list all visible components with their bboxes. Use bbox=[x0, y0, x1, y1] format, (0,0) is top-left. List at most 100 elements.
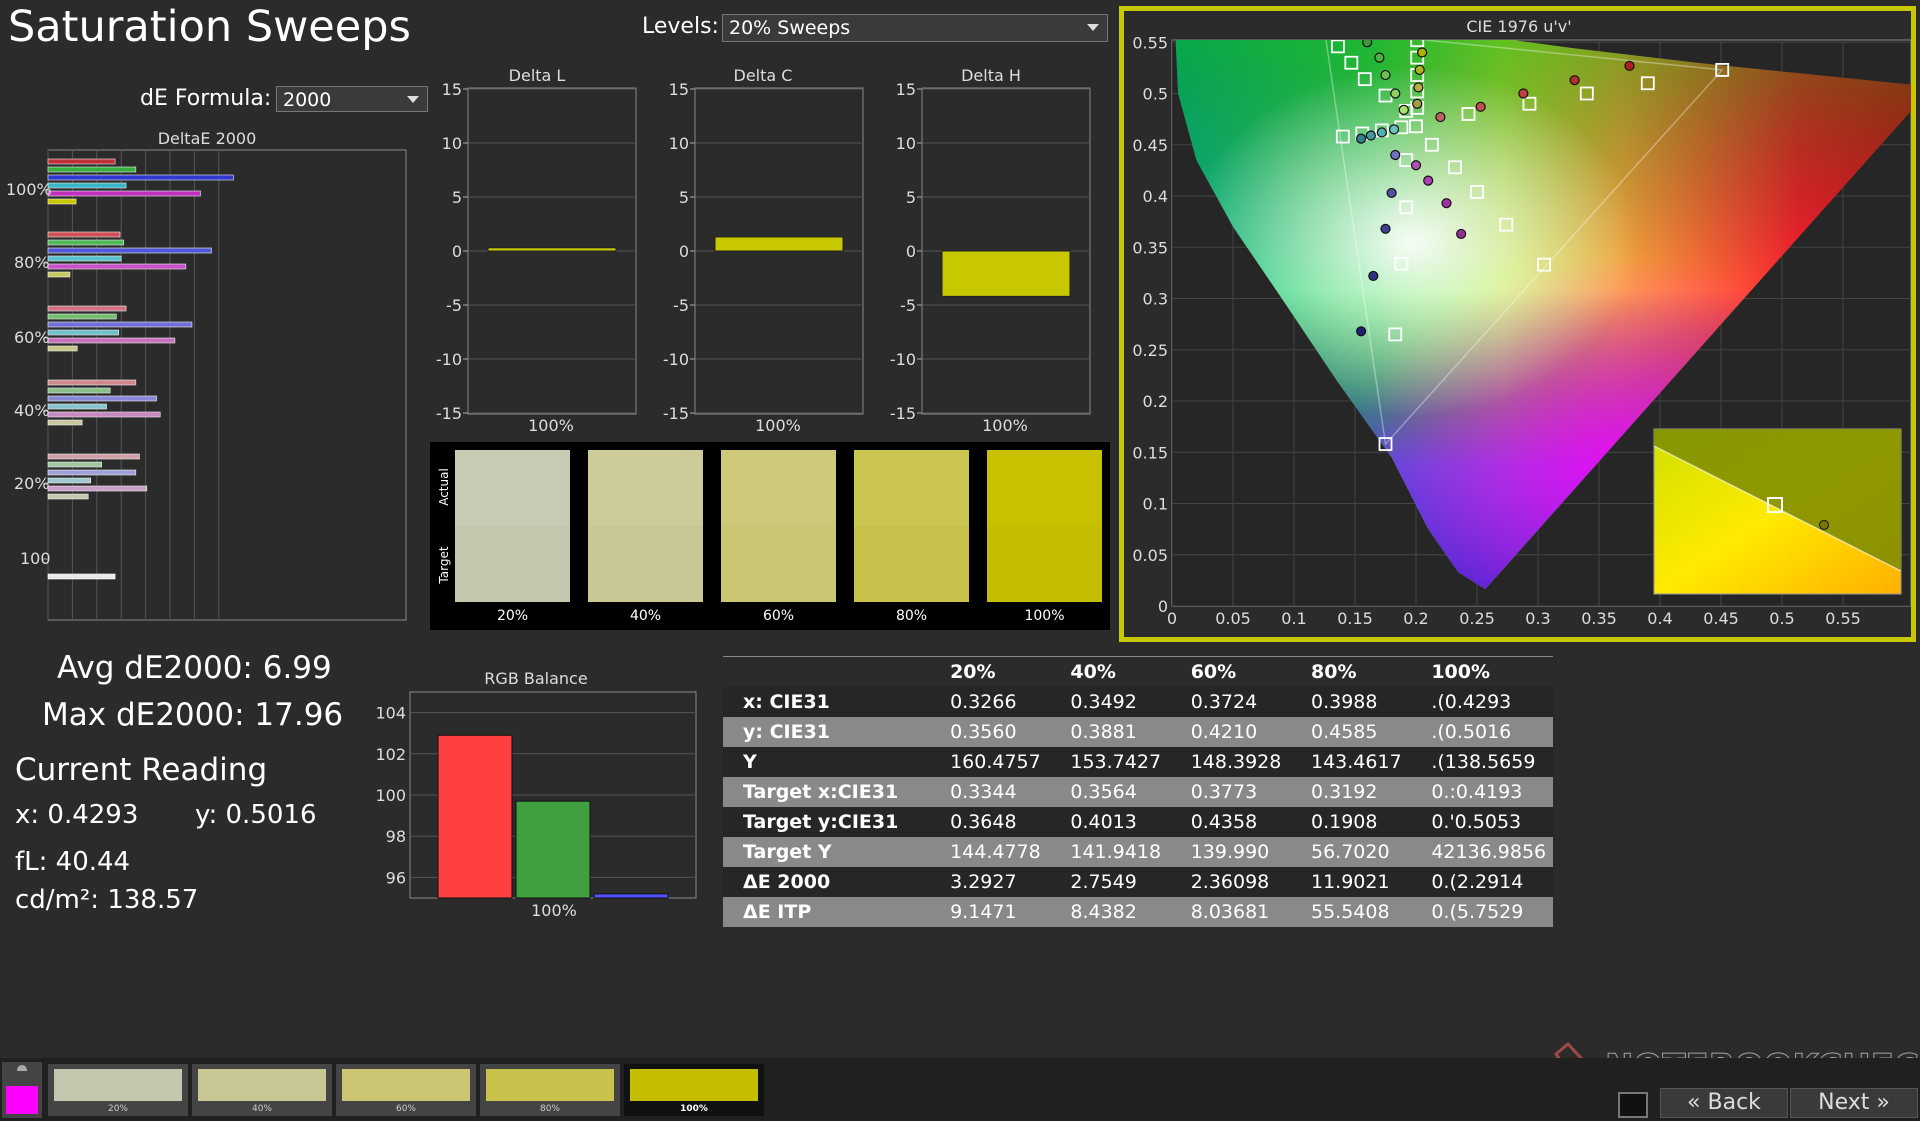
inset-target-marker bbox=[1767, 497, 1783, 513]
table-cell: 55.5408 bbox=[1311, 901, 1390, 923]
target-marker bbox=[1424, 137, 1439, 152]
rgb-bar-g bbox=[515, 800, 591, 899]
current-color-tile[interactable] bbox=[2, 1062, 42, 1118]
table-cell: 0.'0.5053 bbox=[1431, 811, 1522, 833]
target-label: Target bbox=[437, 546, 451, 584]
sweep-thumbnail-100pct[interactable]: 100% bbox=[624, 1064, 764, 1116]
table-cell: 141.9418 bbox=[1070, 841, 1162, 863]
de-formula-label: dE Formula: bbox=[140, 86, 272, 111]
back-button[interactable]: « Back bbox=[1660, 1088, 1788, 1118]
swatch-40pct[interactable]: 40% bbox=[588, 450, 703, 624]
next-button[interactable]: Next » bbox=[1790, 1088, 1918, 1118]
readings-table: 20% 40% 60% 80% 100% x: CIE31 0.3266 0.349… bbox=[723, 656, 1553, 927]
table-row: Target Y 144.4778 141.9418 139.990 56.7020 42… bbox=[723, 837, 1553, 867]
target-marker bbox=[1537, 257, 1552, 272]
table-cell: 8.4382 bbox=[1070, 901, 1137, 923]
chevron-down-icon bbox=[1087, 24, 1099, 31]
measured-marker bbox=[1356, 133, 1367, 144]
row-label-100: 100% bbox=[6, 180, 52, 199]
delta-h-xlabel: 100% bbox=[982, 416, 1028, 435]
table-cell: 0.4013 bbox=[1070, 811, 1137, 833]
chevron-down-icon bbox=[407, 96, 419, 103]
measured-marker bbox=[1413, 82, 1424, 93]
stop-icon[interactable] bbox=[1618, 1092, 1648, 1118]
target-marker bbox=[1409, 119, 1423, 134]
swatch-20pct[interactable]: 20% bbox=[455, 450, 570, 624]
table-cell: 0.3492 bbox=[1070, 691, 1137, 713]
table-row: ΔE 2000 3.2927 2.7549 2.36098 11.9021 0.(2.29… bbox=[723, 867, 1553, 897]
measured-marker bbox=[1368, 270, 1379, 282]
rgb-y-tick-label: 98 bbox=[386, 827, 406, 846]
col-100: 100% bbox=[1431, 661, 1491, 683]
delta-h-chart: Delta H 100% 15 10 5 0 -5 -10 -15 bbox=[890, 66, 1091, 435]
row-label-white: 100 bbox=[20, 549, 51, 568]
delta-e-bar bbox=[47, 239, 124, 246]
table-row: Target y:CIE31 0.3648 0.4013 0.4358 0.1908 0.… bbox=[723, 807, 1553, 837]
y-tick-label: -10 bbox=[890, 350, 916, 369]
y-tick-label: 10 bbox=[896, 134, 916, 153]
table-cell: 0.3266 bbox=[950, 691, 1017, 713]
thumbnail-swatch bbox=[198, 1069, 326, 1101]
delta-e-bar bbox=[47, 461, 102, 468]
row-label: ΔE ITP bbox=[743, 901, 812, 923]
delta-l-xlabel: 100% bbox=[528, 416, 574, 435]
y-tick-label: 5 bbox=[679, 188, 689, 207]
delta-e-bar bbox=[47, 271, 71, 278]
target-marker bbox=[1331, 40, 1345, 54]
cie-measured-markers bbox=[1356, 40, 1635, 337]
sweep-thumbnail-40pct[interactable]: 40% bbox=[192, 1064, 332, 1116]
y-tick-label: 0 bbox=[906, 242, 916, 261]
sweep-thumbnail-80pct[interactable]: 80% bbox=[480, 1064, 620, 1116]
target-marker bbox=[1378, 437, 1393, 451]
row-label: Target x:CIE31 bbox=[743, 781, 899, 803]
measured-marker bbox=[1356, 326, 1367, 337]
delta-e-bar bbox=[47, 345, 78, 352]
swatch-label: 40% bbox=[629, 608, 662, 624]
measured-marker bbox=[1441, 198, 1452, 209]
swatch-80pct[interactable]: 80% bbox=[854, 450, 969, 624]
rgb-y-tick-label: 100 bbox=[375, 786, 406, 805]
target-marker bbox=[1579, 86, 1594, 101]
row-label: Target Y bbox=[743, 841, 832, 863]
y-tick-label: 0 bbox=[679, 242, 689, 261]
table-cell: 0.3648 bbox=[950, 811, 1017, 833]
table-row: Y 160.4757 153.7427 148.3928 143.4617 .(138.5… bbox=[723, 747, 1553, 777]
table-header-row: 20% 40% 60% 80% 100% bbox=[723, 656, 1553, 687]
cie-y-tick-label: 0.5 bbox=[1143, 85, 1168, 104]
rgb-y-tick-label: 96 bbox=[386, 868, 406, 887]
rgb-xlabel: 100% bbox=[531, 901, 577, 920]
delta-c-chart: Delta C 100% 15 10 5 0 -5 -10 -15 bbox=[663, 66, 864, 435]
delta-e-bar-white bbox=[47, 573, 116, 580]
delta-e-bar bbox=[47, 395, 157, 402]
measured-marker bbox=[1456, 228, 1467, 240]
y-tick-label: -10 bbox=[663, 350, 689, 369]
target-marker bbox=[1448, 160, 1462, 175]
current-x: x: 0.4293 bbox=[15, 800, 139, 830]
back-icon: « bbox=[1687, 1090, 1701, 1115]
de-formula-dropdown[interactable]: 2000 bbox=[276, 86, 428, 112]
cie-gamut-triangle bbox=[1325, 40, 1724, 446]
page-title: Saturation Sweeps bbox=[8, 2, 411, 52]
measured-marker bbox=[1435, 111, 1446, 123]
swatch-label: 100% bbox=[1024, 608, 1065, 624]
target-marker bbox=[1499, 217, 1514, 232]
delta-e-bar bbox=[47, 419, 83, 426]
swatch-60pct[interactable]: 60% bbox=[721, 450, 836, 624]
levels-dropdown[interactable]: 20% Sweeps bbox=[722, 14, 1108, 42]
cie-x-tick-label: 0.1 bbox=[1281, 609, 1306, 628]
delta-e-row-labels: 100% 80% 60% 40% 20% 100 bbox=[6, 180, 52, 568]
measured-marker bbox=[1475, 101, 1486, 112]
sweep-thumbnail-60pct[interactable]: 60% bbox=[336, 1064, 476, 1116]
table-cell: 2.7549 bbox=[1070, 871, 1137, 893]
swatch-100pct[interactable]: 100% bbox=[987, 450, 1102, 624]
delta-e-bar bbox=[47, 321, 193, 328]
cie-chart: CIE 1976 u'v' 0 0.05 0.1 0.15 0.2 0.25 0.3 0.35… bbox=[1132, 17, 1911, 628]
target-marker bbox=[1715, 63, 1730, 77]
delta-e-bar bbox=[47, 247, 212, 254]
sweep-thumbnail-20pct[interactable]: 20% bbox=[48, 1064, 188, 1116]
current-reading-heading: Current Reading bbox=[15, 752, 268, 788]
y-tick-label: -5 bbox=[673, 296, 689, 315]
measured-marker bbox=[1390, 88, 1401, 99]
table-cell: 0.3988 bbox=[1311, 691, 1378, 713]
delta-l-chart: Delta L 100% 15 10 5 0 -5 -10 -15 bbox=[436, 66, 637, 435]
